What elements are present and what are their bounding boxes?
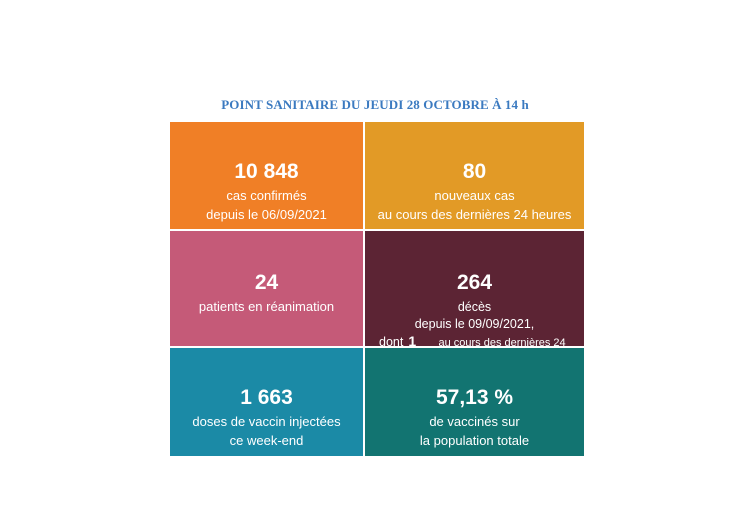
tile-vaccination-rate: 57,13 % de vaccinés sur la population to… xyxy=(365,348,584,456)
vaccine-doses-period: ce week-end xyxy=(229,433,304,448)
tile-icu-patients: 24 patients en réanimation xyxy=(170,231,363,346)
stats-grid: 10 848 cas confirmés depuis le 06/09/202… xyxy=(170,122,584,456)
new-cases-value: 80 xyxy=(462,160,487,183)
deaths-value: 264 xyxy=(456,271,493,294)
confirmed-cases-value: 10 848 xyxy=(234,160,299,183)
deaths-since: depuis le 09/09/2021, xyxy=(414,317,535,331)
vaccination-rate-population: la population totale xyxy=(419,433,530,448)
confirmed-cases-since: depuis le 06/09/2021 xyxy=(206,207,327,222)
deaths-dont-word: dont xyxy=(379,335,404,349)
tile-deaths: 264 décès depuis le 09/09/2021, dont 1 a… xyxy=(365,231,584,366)
new-cases-period: au cours des dernières 24 heures xyxy=(377,207,572,222)
page-title: POINT SANITAIRE DU JEUDI 28 OCTOBRE À 14… xyxy=(221,97,529,112)
deaths-last-24h-value: 1 xyxy=(408,333,417,349)
new-cases-label: nouveaux cas xyxy=(434,188,515,203)
deaths-label: décès xyxy=(457,300,492,314)
vaccination-rate-label: de vaccinés sur xyxy=(429,414,520,429)
tile-confirmed-cases: 10 848 cas confirmés depuis le 06/09/202… xyxy=(170,122,363,229)
tile-vaccine-doses: 1 663 doses de vaccin injectées ce week-… xyxy=(170,348,363,456)
vaccine-doses-value: 1 663 xyxy=(240,386,293,409)
vaccination-rate-value: 57,13 % xyxy=(435,386,514,409)
tile-new-cases: 80 nouveaux cas au cours des dernières 2… xyxy=(365,122,584,229)
icu-patients-label: patients en réanimation xyxy=(198,299,335,314)
icu-patients-value: 24 xyxy=(254,271,279,294)
vaccine-doses-label: doses de vaccin injectées xyxy=(192,414,341,429)
confirmed-cases-label: cas confirmés xyxy=(226,188,307,203)
